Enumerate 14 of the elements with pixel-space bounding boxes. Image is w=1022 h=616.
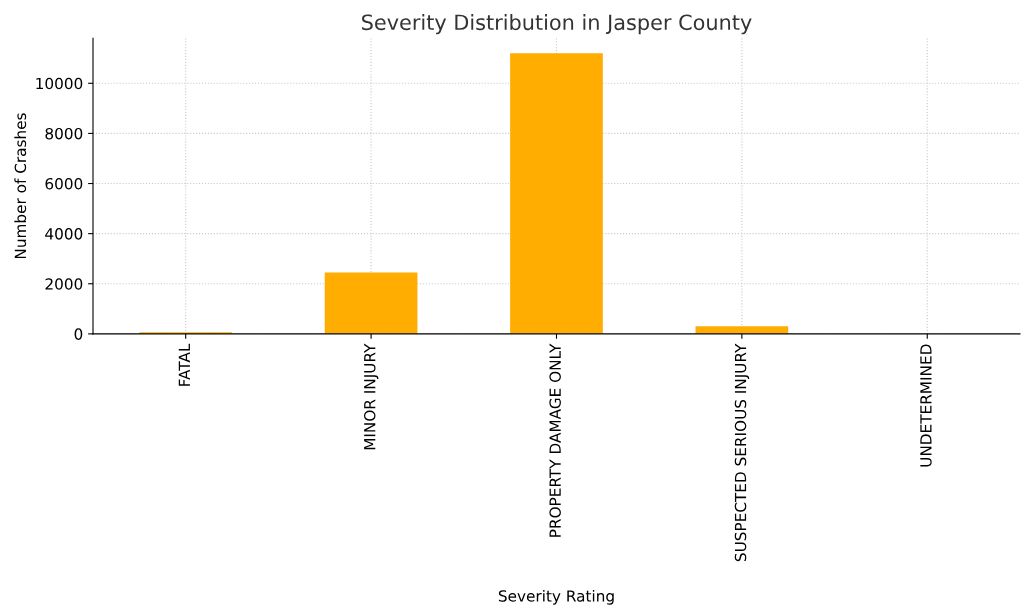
x-tick-label: UNDETERMINED [920,344,932,467]
y-axis-title: Number of Crashes [14,113,27,259]
x-axis-title: Severity Rating [498,589,614,605]
x-tick-label: SUSPECTED SERIOUS INJURY [734,343,750,562]
y-tick-label: 8000 [45,127,83,140]
y-tick-label: 0 [74,328,83,340]
x-tick-label: MINOR INJURY [363,343,379,450]
y-tick-label: 4000 [45,228,83,240]
x-tick-label: FATAL [178,343,190,386]
y-tick-label: 10000 [36,77,83,90]
chart-title: Severity Distribution in Jasper County [362,14,752,35]
x-tick-label: PROPERTY DAMAGE ONLY [549,343,561,537]
y-tick-label: 2000 [45,278,83,290]
y-tick-label: 6000 [45,177,83,190]
